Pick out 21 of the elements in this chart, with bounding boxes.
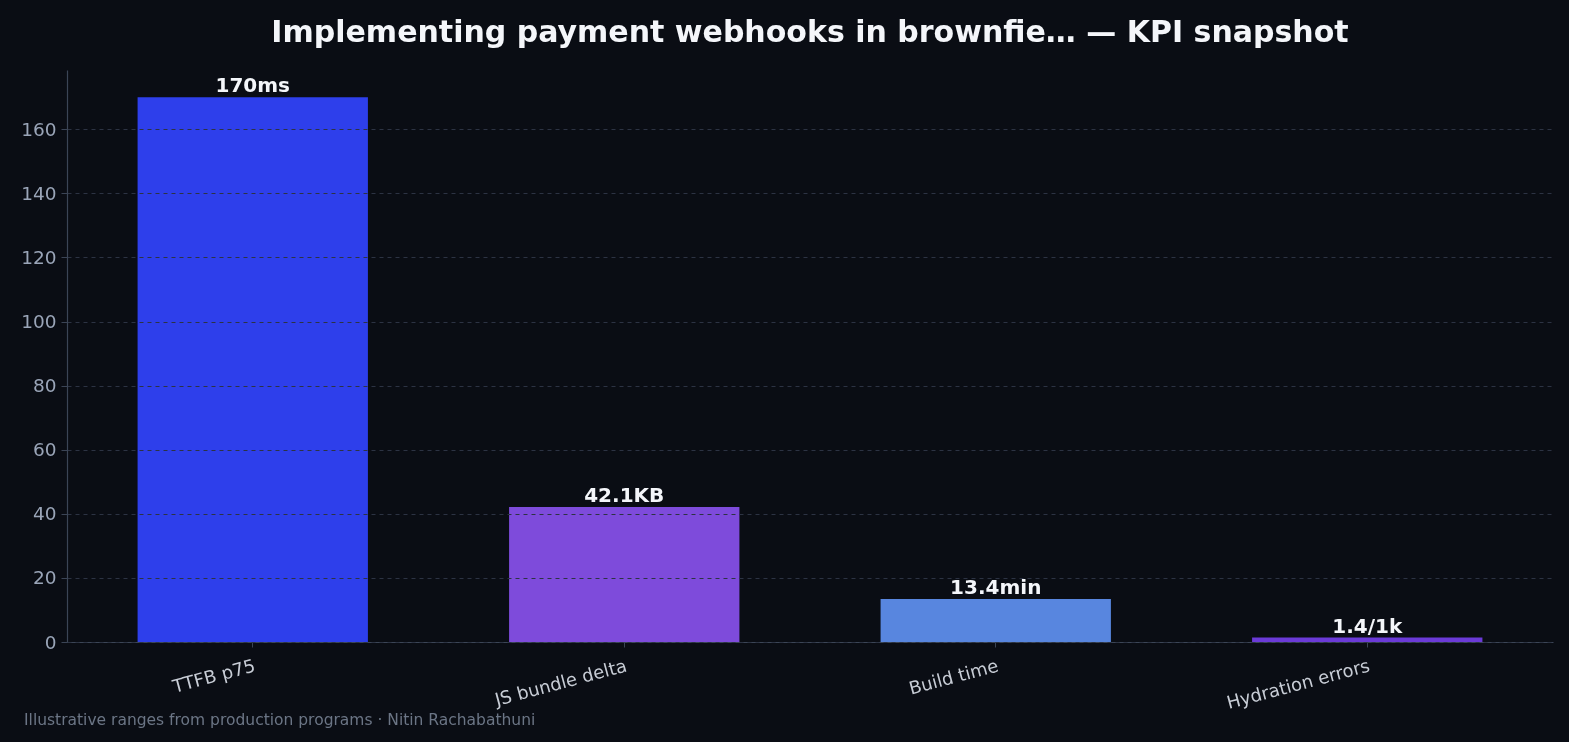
data-label: 170ms [215, 73, 290, 98]
y-tick-label: 60 [32, 439, 57, 461]
bar [137, 97, 368, 642]
x-tick-label: Build time [906, 654, 1001, 699]
y-tick-label: 20 [32, 567, 57, 589]
text: Illustrative ranges from production programs · Nitin Rachabathuni [24, 711, 536, 729]
bar [880, 599, 1111, 642]
y-tick-label: 0 [44, 631, 57, 653]
chart-title: Implementing payment webhooks in brownfie… — KPI snapshot [271, 14, 1349, 49]
y-tick-label: 160 [21, 118, 57, 140]
y-tick-label: 100 [21, 311, 57, 333]
y-tick-label: 120 [21, 246, 57, 268]
x-tick-label: JS bundle delta [491, 654, 629, 711]
data-label: 1.4/1k [1332, 613, 1403, 638]
x-tick-label: TTFB p75 [169, 654, 258, 697]
y-tick-label: 80 [32, 375, 57, 397]
bar [509, 507, 740, 642]
y-tick-label: 40 [32, 503, 57, 525]
y-tick-label: 140 [21, 182, 57, 204]
data-label: 13.4min [950, 575, 1042, 600]
data-label: 42.1KB [584, 483, 665, 508]
